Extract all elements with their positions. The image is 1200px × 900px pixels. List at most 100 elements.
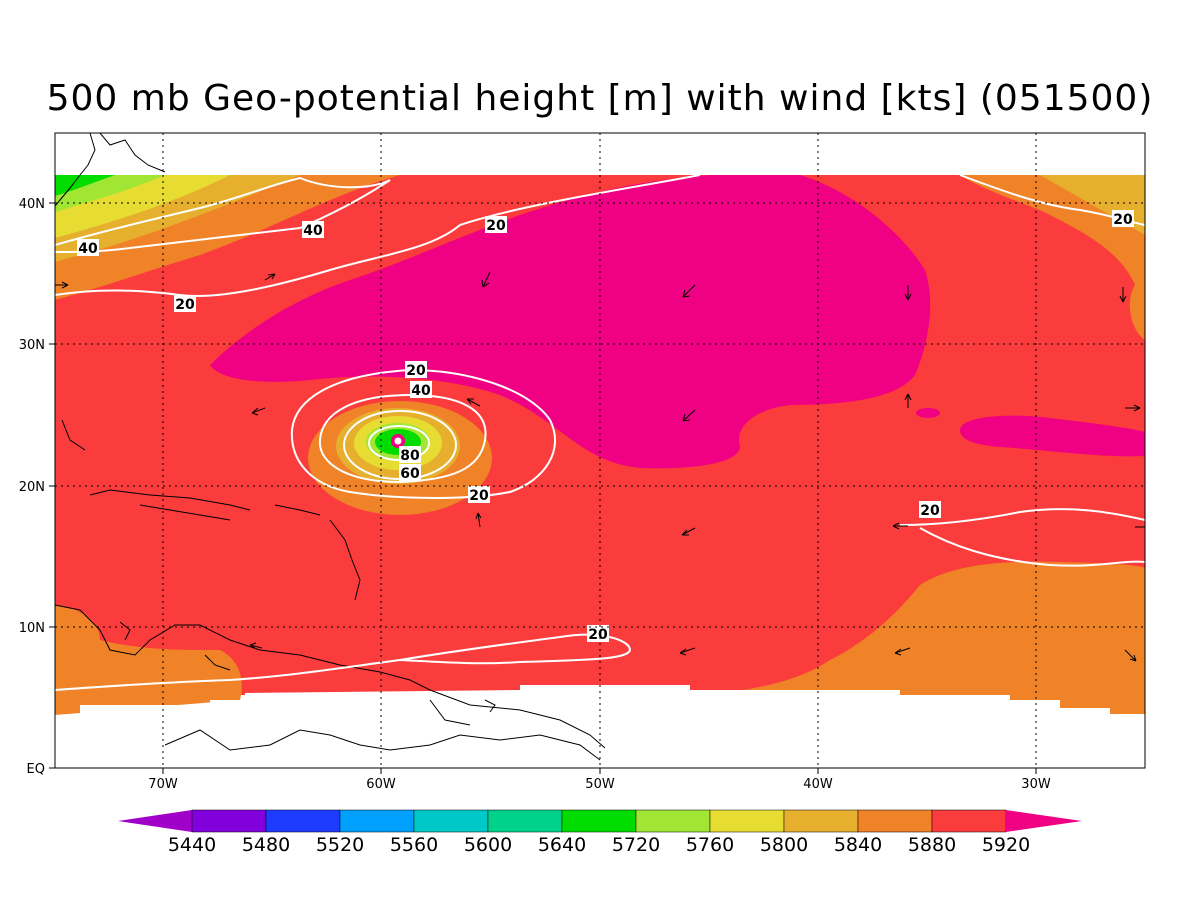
colorbar-segment	[857, 809, 933, 833]
contour-label: 40	[411, 383, 431, 399]
wind-vector	[682, 409, 696, 422]
colorbar-label: 5760	[686, 834, 734, 856]
contour-label: 40	[78, 241, 98, 257]
contour-label-bg	[174, 295, 196, 312]
coastlines	[55, 133, 606, 761]
wind-vector	[894, 647, 911, 656]
lon-tick-labels: 70W 60W 50W 40W 30W	[148, 777, 1051, 792]
lat-label: 10N	[19, 621, 45, 636]
colorbar-label: 5600	[464, 834, 512, 856]
colorbar-segment	[191, 809, 267, 833]
contour-label-bg	[410, 381, 432, 398]
contour-20-east-lower	[919, 527, 1145, 567]
contour-label-bg	[302, 221, 324, 238]
wind-vector	[466, 398, 481, 407]
contour-label: 20	[920, 503, 940, 519]
colorbar-segment	[931, 809, 1007, 833]
field-ne-5840-5880	[960, 175, 1145, 340]
contour-label: 20	[588, 627, 608, 643]
contour-labels: 20 20 20 20 20 20 20 40 40 40 60 80	[77, 210, 1134, 643]
lon-label: 30W	[1021, 777, 1051, 792]
wind-vector	[264, 273, 276, 281]
field-nw-5640-5720	[55, 175, 115, 196]
contour-label-bg	[405, 361, 427, 378]
lon-label: 40W	[803, 777, 833, 792]
colorbar-label: 5880	[908, 834, 956, 856]
wind-vector	[1125, 404, 1141, 412]
wind-vector	[681, 527, 696, 536]
wind-vector	[1124, 649, 1137, 662]
contour-20-south	[55, 633, 632, 691]
contour-40-hurricane	[318, 393, 487, 484]
colorbar-segment	[413, 809, 489, 833]
contour-label: 60	[400, 466, 420, 482]
contour-label: 20	[486, 218, 506, 234]
colorbar-segment	[561, 809, 637, 833]
contour-label: 80	[400, 448, 420, 464]
colorbar: 5440 5480 5520 5560 5600 5640 5720 5760 5800 5840…	[118, 809, 1082, 856]
wind-vector	[475, 512, 482, 528]
wind-vector	[679, 647, 696, 656]
wind-vector	[904, 285, 912, 301]
wind-contours	[55, 174, 1145, 691]
wind-vector	[249, 642, 263, 649]
colorbar-label: 5840	[834, 834, 882, 856]
colorbar-arrow-low	[118, 810, 192, 832]
contour-label-bg	[1112, 210, 1134, 227]
colorbar-segment	[783, 809, 859, 833]
colorbar-segment	[709, 809, 785, 833]
wind-vector	[481, 271, 491, 288]
contour-20-east	[899, 508, 1145, 526]
colorbar-label: 5720	[612, 834, 660, 856]
contour-label-bg	[399, 446, 421, 463]
contour-label: 40	[303, 223, 323, 239]
field-se-5840-5880	[700, 561, 1145, 715]
contour-label: 20	[1113, 212, 1133, 228]
contour-label-bg	[485, 216, 507, 233]
colorbar-label: 5920	[982, 834, 1030, 856]
wind-vector	[682, 284, 696, 298]
contour-label-bg	[77, 239, 99, 256]
contour-label: 20	[175, 297, 195, 313]
colorbar-segment	[265, 809, 341, 833]
lat-label: EQ	[27, 762, 45, 777]
field-ridge-blob	[916, 408, 940, 418]
lat-tick-labels: 40N 30N 20N 10N EQ	[19, 197, 45, 777]
tick-marks	[49, 202, 1037, 774]
colorbar-label: 5560	[390, 834, 438, 856]
contour-20-hurricane	[290, 368, 556, 499]
contour-40-northwest	[55, 176, 391, 253]
contour-label-bg	[399, 464, 421, 481]
colorbar-arrow-high	[1006, 810, 1082, 832]
colorbar-segment	[487, 809, 563, 833]
field-ridge-5920	[210, 175, 931, 469]
wind-vector	[904, 393, 912, 408]
lon-label: 50W	[585, 777, 615, 792]
colorbar-label: 5440	[168, 834, 216, 856]
wind-vector	[1119, 287, 1127, 303]
gridlines	[55, 133, 1145, 768]
contour-20-northwest	[55, 174, 701, 297]
lon-label: 60W	[366, 777, 396, 792]
lat-label: 40N	[19, 197, 45, 212]
field-ridge-east	[960, 415, 1145, 457]
wind-vector	[55, 281, 69, 289]
colorbar-label: 5480	[242, 834, 290, 856]
wind-vectors	[55, 271, 1145, 662]
colorbar-label: 5520	[316, 834, 364, 856]
colorbar-label: 5640	[538, 834, 586, 856]
contour-label-bg	[587, 625, 609, 642]
lon-label: 70W	[148, 777, 178, 792]
contour-label-bg	[468, 486, 490, 503]
colorbar-segment	[339, 809, 415, 833]
colorbar-segment	[635, 809, 711, 833]
missing-data-region	[55, 685, 1145, 768]
contour-label: 20	[469, 488, 489, 504]
wind-vector	[892, 522, 908, 530]
map-title: 500 mb Geo-potential height [m] with win…	[46, 78, 1154, 119]
lat-label: 30N	[19, 338, 45, 353]
contour-label-bg	[919, 501, 941, 518]
lat-label: 20N	[19, 480, 45, 495]
contour-label: 20	[406, 363, 426, 379]
